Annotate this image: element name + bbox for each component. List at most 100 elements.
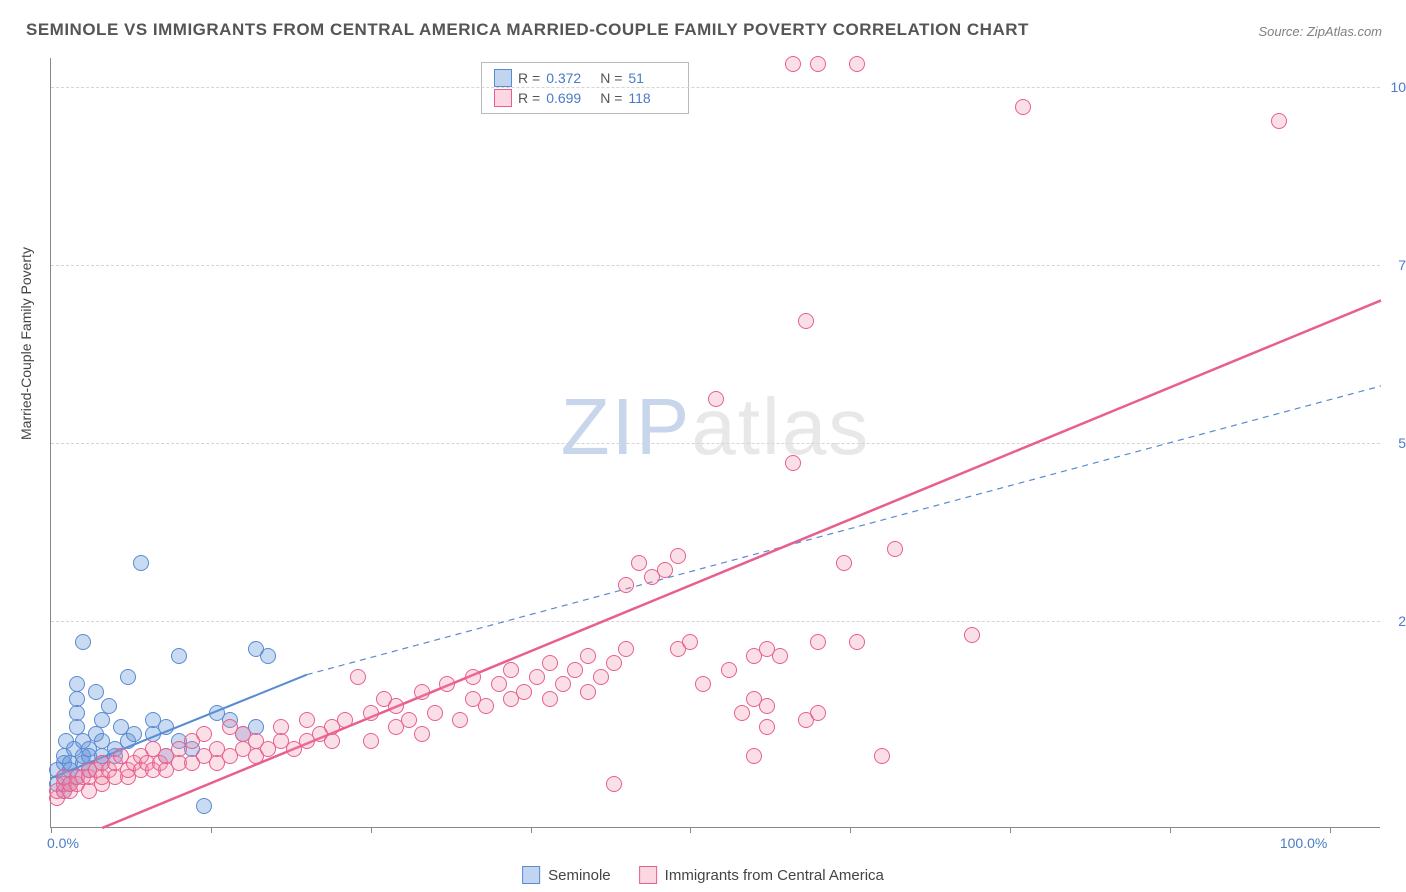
- data-point: [670, 548, 686, 564]
- x-minor-tick: [371, 827, 372, 833]
- swatch-blue-icon: [522, 866, 540, 884]
- data-point: [516, 684, 532, 700]
- data-point: [631, 555, 647, 571]
- data-point: [849, 634, 865, 650]
- chart-title: SEMINOLE VS IMMIGRANTS FROM CENTRAL AMER…: [26, 20, 1029, 40]
- legend-item-immigrants: Immigrants from Central America: [639, 866, 884, 884]
- x-minor-tick: [1170, 827, 1171, 833]
- data-point: [69, 705, 85, 721]
- x-minor-tick: [1010, 827, 1011, 833]
- data-point: [606, 776, 622, 792]
- data-point: [567, 662, 583, 678]
- data-point: [299, 712, 315, 728]
- data-point: [785, 455, 801, 471]
- data-point: [171, 648, 187, 664]
- x-tick: [690, 827, 691, 833]
- data-point: [618, 641, 634, 657]
- data-point: [158, 719, 174, 735]
- data-point: [810, 56, 826, 72]
- data-point: [657, 562, 673, 578]
- data-point: [849, 56, 865, 72]
- data-point: [388, 698, 404, 714]
- legend-item-seminole: Seminole: [522, 866, 611, 884]
- data-point: [101, 698, 117, 714]
- data-point: [810, 705, 826, 721]
- gridline: [51, 621, 1380, 622]
- data-point: [1015, 99, 1031, 115]
- data-point: [721, 662, 737, 678]
- data-point: [542, 655, 558, 671]
- y-tick-label: 100.0%: [1391, 79, 1406, 95]
- data-point: [580, 684, 596, 700]
- data-point: [542, 691, 558, 707]
- y-tick-label: 75.0%: [1398, 257, 1406, 273]
- swatch-blue-icon: [494, 69, 512, 87]
- swatch-pink-icon: [639, 866, 657, 884]
- data-point: [708, 391, 724, 407]
- data-point: [439, 676, 455, 692]
- data-point: [260, 648, 276, 664]
- data-point: [196, 798, 212, 814]
- data-point: [491, 676, 507, 692]
- chart-plot-area: ZIPatlas R = 0.372 N = 51 R = 0.699 N = …: [50, 58, 1380, 828]
- data-point: [478, 698, 494, 714]
- data-point: [120, 669, 136, 685]
- data-point: [682, 634, 698, 650]
- swatch-pink-icon: [494, 89, 512, 107]
- data-point: [606, 655, 622, 671]
- data-point: [836, 555, 852, 571]
- data-point: [874, 748, 890, 764]
- y-tick-label: 25.0%: [1398, 613, 1406, 629]
- data-point: [126, 726, 142, 742]
- data-point: [695, 676, 711, 692]
- data-point: [350, 669, 366, 685]
- y-axis-label: Married-Couple Family Poverty: [18, 247, 34, 440]
- x-tick-label: 100.0%: [1280, 835, 1327, 851]
- correlation-stats-box: R = 0.372 N = 51 R = 0.699 N = 118: [481, 62, 689, 114]
- data-point: [503, 662, 519, 678]
- source-label: Source: ZipAtlas.com: [1258, 24, 1382, 39]
- data-point: [94, 712, 110, 728]
- data-point: [273, 719, 289, 735]
- x-tick-label: 0.0%: [47, 835, 79, 851]
- data-point: [401, 712, 417, 728]
- stats-row-seminole: R = 0.372 N = 51: [494, 69, 676, 87]
- data-point: [324, 733, 340, 749]
- data-point: [798, 313, 814, 329]
- data-point: [759, 719, 775, 735]
- data-point: [337, 712, 353, 728]
- data-point: [580, 648, 596, 664]
- data-point: [427, 705, 443, 721]
- data-point: [69, 691, 85, 707]
- x-tick: [51, 827, 52, 833]
- data-point: [772, 648, 788, 664]
- data-point: [887, 541, 903, 557]
- data-point: [363, 705, 379, 721]
- gridline: [51, 265, 1380, 266]
- data-point: [414, 684, 430, 700]
- data-point: [452, 712, 468, 728]
- data-point: [964, 627, 980, 643]
- data-point: [88, 684, 104, 700]
- bottom-legend: Seminole Immigrants from Central America: [522, 866, 884, 884]
- data-point: [555, 676, 571, 692]
- data-point: [746, 748, 762, 764]
- data-point: [1271, 113, 1287, 129]
- data-point: [414, 726, 430, 742]
- data-point: [363, 733, 379, 749]
- y-tick-label: 50.0%: [1398, 435, 1406, 451]
- gridline: [51, 443, 1380, 444]
- x-minor-tick: [211, 827, 212, 833]
- data-point: [734, 705, 750, 721]
- data-point: [465, 669, 481, 685]
- data-point: [759, 698, 775, 714]
- data-point: [196, 726, 212, 742]
- data-point: [133, 555, 149, 571]
- data-point: [618, 577, 634, 593]
- x-minor-tick: [850, 827, 851, 833]
- data-point: [529, 669, 545, 685]
- x-tick: [1330, 827, 1331, 833]
- gridline: [51, 87, 1380, 88]
- data-point: [75, 634, 91, 650]
- data-point: [785, 56, 801, 72]
